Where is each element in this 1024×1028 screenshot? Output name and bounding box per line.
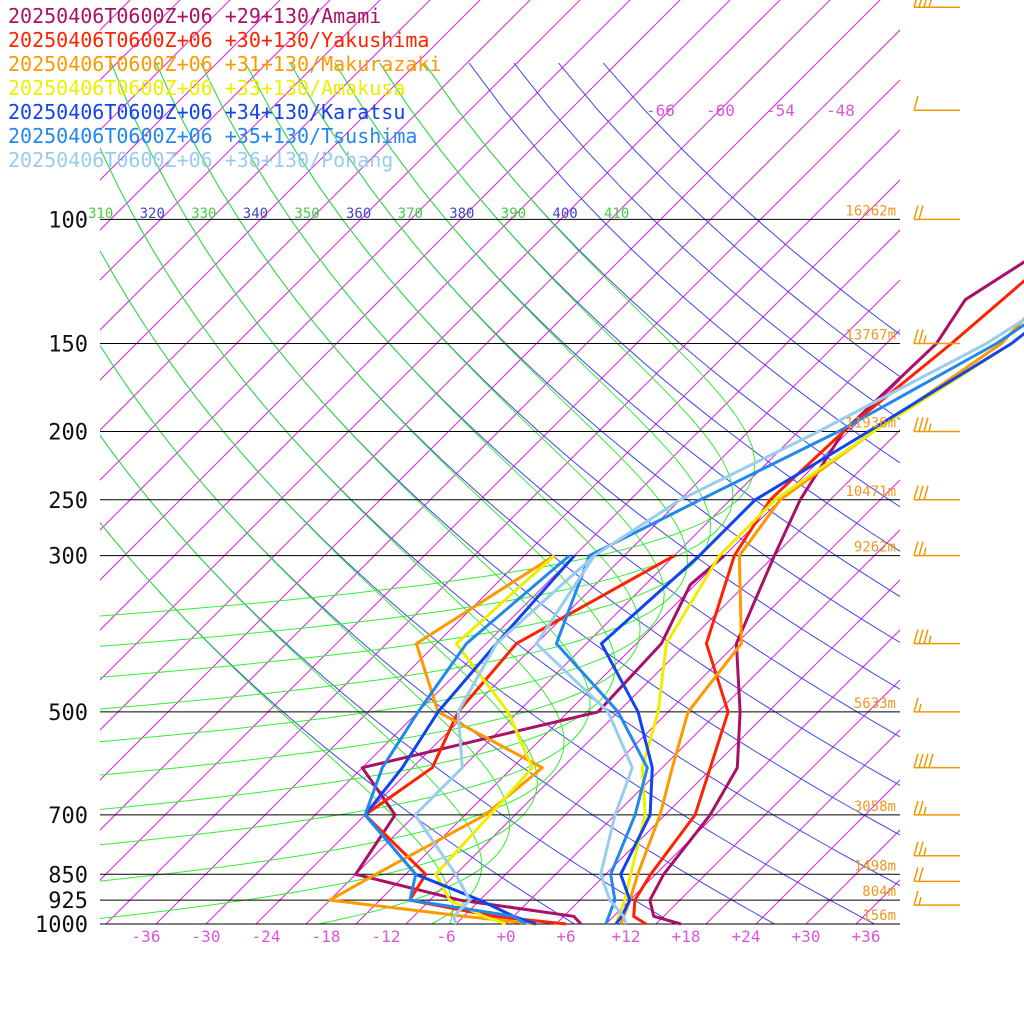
pressure-tick-label: 500: [48, 701, 88, 726]
dry-adiabat-line: [246, 63, 1024, 939]
theta-label: 360: [346, 206, 371, 222]
pressure-tick-label: 150: [48, 332, 88, 357]
theta-label: 330: [191, 206, 216, 222]
pressure-tick-label: 300: [48, 545, 88, 570]
wind-barb: [914, 891, 960, 905]
temperature-line-0: [650, 7, 1024, 924]
temperature-tick-label: +18: [672, 927, 701, 946]
height-label: 9262m: [854, 540, 896, 556]
height-label: 5633m: [854, 696, 896, 712]
temperature-tick-label: +12: [612, 927, 641, 946]
wind-barb: [914, 486, 960, 500]
theta-label: 340: [243, 206, 268, 222]
legend-entry: 20250406T0600Z+06 +33+130/Amakusa: [8, 76, 441, 100]
theta-label: 350: [294, 206, 319, 222]
legend-entry: 20250406T0600Z+06 +35+130/Tsushima: [8, 124, 441, 148]
legend-entry: 20250406T0600Z+06 +31+130/Makurazaki: [8, 52, 441, 76]
moist-adiabat-line: [0, 63, 712, 939]
legend-entry: 20250406T0600Z+06 +30+130/Yakushima: [8, 28, 441, 52]
height-label: 11936m: [845, 416, 896, 432]
pressure-tick-label: 925: [48, 889, 88, 914]
moist-adiabat-line: [0, 63, 640, 939]
height-label: 804m: [862, 884, 896, 900]
wind-barb: [914, 418, 960, 432]
wind-barb: [914, 801, 960, 815]
height-label: 156m: [862, 908, 896, 924]
height-label: 16262m: [845, 203, 896, 219]
temperature-line-3: [616, 7, 1024, 924]
theta-label: 310: [88, 206, 113, 222]
temperature-tick-label: +30: [792, 927, 821, 946]
upper-temperature-label: -54: [766, 101, 795, 120]
theta-label: 380: [449, 206, 474, 222]
theta-label: 410: [604, 206, 629, 222]
wind-barb: [914, 96, 960, 110]
temperature-tick-label: +24: [732, 927, 761, 946]
temperature-tick-label: +6: [556, 927, 575, 946]
pressure-tick-label: 850: [48, 863, 88, 888]
wind-barb: [914, 0, 960, 7]
moist-adiabat-line: [0, 63, 664, 939]
legend-entry: 20250406T0600Z+06 +34+130/Karatsu: [8, 100, 441, 124]
upper-temperature-label: -66: [646, 101, 675, 120]
wind-barb: [914, 630, 960, 644]
theta-label: 370: [398, 206, 423, 222]
temperature-tick-label: -18: [312, 927, 341, 946]
upper-temperature-label: -60: [706, 101, 735, 120]
dry-adiabat-line: [0, 63, 599, 939]
isotherm-line: [756, 0, 1024, 924]
wind-barb: [914, 842, 960, 856]
isotherm-line: [956, 0, 1024, 924]
wind-barb: [914, 698, 960, 712]
legend-entry: 20250406T0600Z+06 +36+130/Pohang: [8, 148, 441, 172]
upper-temperature-label: -48: [826, 101, 855, 120]
temperature-tick-label: -30: [192, 927, 221, 946]
temperature-tick-label: -24: [252, 927, 281, 946]
temperature-line-6: [536, 7, 1024, 924]
temperature-tick-label: +0: [496, 927, 515, 946]
dry-adiabat-line: [424, 63, 1024, 939]
isotherm-line: [856, 0, 1024, 924]
isotherm-line: [806, 0, 1024, 924]
moist-adiabat-line: [0, 63, 688, 939]
pressure-tick-label: 200: [48, 421, 88, 446]
pressure-tick-label: 250: [48, 489, 88, 514]
isotherm-line: [656, 0, 1024, 924]
height-label: 1498m: [854, 858, 896, 874]
isotherm-line: [356, 0, 1024, 924]
wind-barb: [914, 754, 960, 768]
theta-label: 320: [140, 206, 165, 222]
theta-label: 400: [552, 206, 577, 222]
dry-adiabat-line: [603, 63, 1024, 939]
pressure-tick-label: 1000: [35, 913, 88, 938]
isotherm-line: [506, 0, 1024, 924]
moist-adiabat-line: [0, 63, 590, 939]
temperature-tick-label: -12: [372, 927, 401, 946]
isotherm-line: [1006, 0, 1024, 924]
height-label: 3058m: [854, 799, 896, 815]
wind-barb: [914, 205, 960, 219]
legend-entry: 20250406T0600Z+06 +29+130/Amami: [8, 4, 441, 28]
theta-label: 390: [501, 206, 526, 222]
wind-barb: [914, 867, 960, 881]
dry-adiabat-line: [290, 63, 1024, 939]
wind-barbs: [914, 0, 960, 905]
pressure-tick-label: 100: [48, 208, 88, 233]
height-label: 10471m: [845, 484, 896, 500]
dry-adiabat-line: [0, 63, 700, 939]
height-label: 13767m: [845, 327, 896, 343]
dry-adiabat-line: [469, 63, 1024, 939]
temperature-tick-label: -6: [436, 927, 455, 946]
pressure-tick-label: 700: [48, 804, 88, 829]
isotherm-line: [906, 0, 1024, 924]
wind-barb: [914, 542, 960, 556]
isotherm-line: [406, 0, 1024, 924]
temperature-tick-label: -36: [132, 927, 161, 946]
temperature-tick-label: +36: [852, 927, 881, 946]
